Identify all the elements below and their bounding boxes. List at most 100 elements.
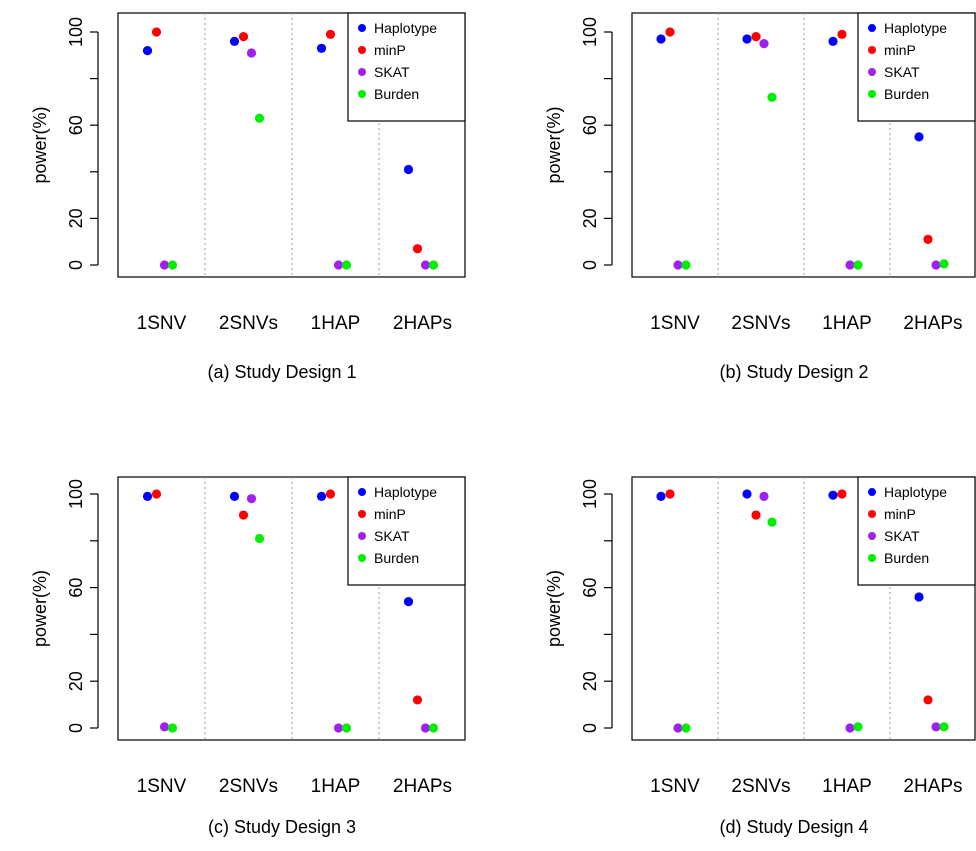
y-tick-label: 20 xyxy=(580,671,600,691)
data-point-burden xyxy=(167,260,178,270)
x-tick-label: 2SNVs xyxy=(731,776,790,797)
legend-marker xyxy=(358,532,366,540)
legend-marker xyxy=(868,68,876,76)
data-point-haplotype xyxy=(316,43,327,53)
data-point-burden xyxy=(428,260,439,270)
data-point-skat xyxy=(845,723,855,733)
data-point-haplotype xyxy=(656,34,666,44)
data-point-haplotype xyxy=(914,592,924,602)
data-point-burden xyxy=(681,260,691,270)
y-tick-label: 0 xyxy=(66,260,86,270)
data-point-haplotype xyxy=(403,164,414,175)
y-tick-label: 0 xyxy=(66,723,86,733)
y-tick-label: 20 xyxy=(66,208,86,228)
legend-label: SKAT xyxy=(374,528,410,544)
x-tick-label: 2SNVs xyxy=(731,313,790,334)
data-point-minp xyxy=(151,27,162,37)
data-point-minp xyxy=(412,695,423,705)
legend-marker xyxy=(358,488,366,496)
data-point-skat xyxy=(845,260,855,270)
data-point-haplotype xyxy=(914,132,924,142)
data-point-burden xyxy=(341,723,352,733)
data-point-minp xyxy=(837,29,847,39)
legend-marker xyxy=(868,90,876,98)
x-tick-label: 1HAP xyxy=(822,313,872,334)
data-point-minp xyxy=(923,695,933,705)
legend-marker xyxy=(868,488,876,496)
panel-2: 0 20 60 100 power(%) 1SNV 2SNVs 1HAP 2HAPs Haplot… xyxy=(544,12,976,382)
data-point-burden xyxy=(341,260,352,270)
y-tick-label: 100 xyxy=(580,17,600,47)
legend-box xyxy=(857,476,976,586)
data-point-skat xyxy=(159,260,170,270)
data-point-skat xyxy=(931,260,941,270)
panel-3: 0 20 60 100 power(%) 1SNV 2SNVs 1HAP 2HAPs Haplot… xyxy=(30,476,466,837)
data-point-minp xyxy=(151,489,162,499)
legend-marker xyxy=(358,90,366,98)
legend-box xyxy=(857,12,976,122)
panel-caption: (d) Study Design 4 xyxy=(719,817,868,837)
data-point-burden xyxy=(939,722,949,732)
x-tick-label: 2HAPs xyxy=(393,313,452,334)
legend-label: SKAT xyxy=(884,64,920,80)
data-point-haplotype xyxy=(229,491,240,501)
legend-label: SKAT xyxy=(884,528,920,544)
y-axis-label: power(%) xyxy=(544,570,564,647)
data-point-burden xyxy=(254,533,265,544)
data-point-skat xyxy=(246,48,257,58)
legend-label: Haplotype xyxy=(374,20,437,36)
legend-label: Haplotype xyxy=(884,20,947,36)
x-tick-label: 1SNV xyxy=(137,313,187,334)
legend-marker xyxy=(868,510,876,518)
legend-label: minP xyxy=(374,42,406,58)
x-tick-label: 1HAP xyxy=(311,313,361,334)
y-tick-label: 60 xyxy=(580,115,600,135)
data-point-minp xyxy=(837,489,847,499)
data-point-skat xyxy=(931,722,941,732)
data-point-burden xyxy=(939,259,949,269)
legend-label: Burden xyxy=(884,86,929,102)
y-tick-label: 100 xyxy=(66,17,86,47)
y-axis-label: power(%) xyxy=(30,106,50,183)
x-tick-label: 2SNVs xyxy=(219,313,278,334)
data-point-burden xyxy=(767,517,777,527)
data-point-skat xyxy=(246,494,257,504)
y-tick-label: 60 xyxy=(66,115,86,135)
legend-label: Burden xyxy=(374,86,419,102)
y-axis-label: power(%) xyxy=(544,106,564,183)
data-point-skat xyxy=(759,39,769,49)
legend-label: Haplotype xyxy=(884,484,947,500)
data-point-burden xyxy=(428,723,439,733)
data-point-skat xyxy=(333,260,344,270)
data-point-skat xyxy=(420,723,431,733)
data-point-minp xyxy=(325,29,336,39)
data-point-minp xyxy=(665,27,675,37)
legend-box xyxy=(347,12,466,122)
legend-label: SKAT xyxy=(374,64,410,80)
data-point-skat xyxy=(673,260,683,270)
y-tick-label: 60 xyxy=(580,578,600,598)
data-point-skat xyxy=(673,723,683,733)
x-tick-label: 1SNV xyxy=(137,776,187,797)
x-tick-label: 1SNV xyxy=(650,313,700,334)
x-tick-label: 1SNV xyxy=(650,776,700,797)
data-point-minp xyxy=(412,244,423,254)
legend-box xyxy=(347,476,466,586)
data-point-burden xyxy=(853,260,863,270)
legend-marker xyxy=(358,68,366,76)
x-tick-label: 1HAP xyxy=(311,776,361,797)
data-point-haplotype xyxy=(828,490,838,500)
legend-label: minP xyxy=(884,42,916,58)
data-point-minp xyxy=(238,510,249,520)
y-tick-label: 0 xyxy=(580,723,600,733)
panel-4: 0 20 60 100 power(%) 1SNV 2SNVs 1HAP 2HAPs Haplot… xyxy=(544,476,976,837)
data-point-skat xyxy=(159,722,170,732)
x-tick-label: 1HAP xyxy=(822,776,872,797)
legend-label: Burden xyxy=(884,550,929,566)
data-point-minp xyxy=(238,32,249,42)
data-point-haplotype xyxy=(142,46,153,56)
legend-label: Burden xyxy=(374,550,419,566)
legend-label: minP xyxy=(374,506,406,522)
x-tick-label: 2SNVs xyxy=(219,776,278,797)
